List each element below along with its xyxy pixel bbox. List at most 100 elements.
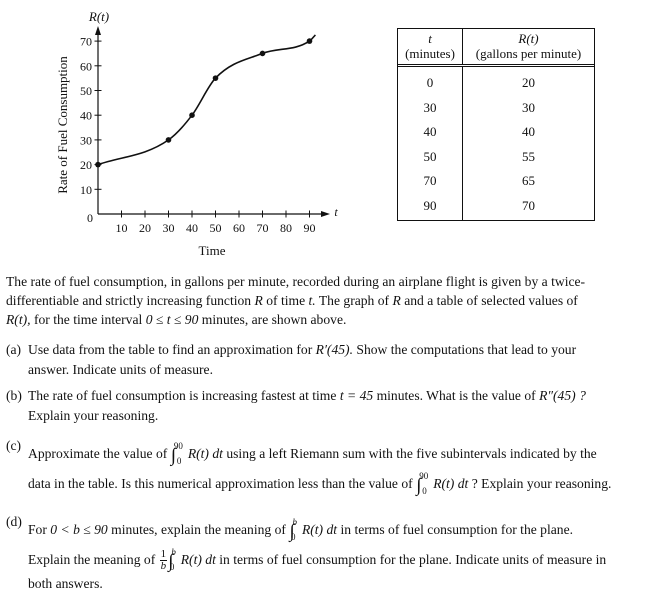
x-tick-label: 70 [257, 221, 269, 235]
intro-text: for the time interval [33, 312, 143, 327]
part-a-text: Show the computations that lead to your [356, 342, 577, 357]
intro-text: differentiable and strictly increasing f… [6, 293, 252, 308]
y-tick-label: 70 [80, 35, 92, 49]
series-line [97, 34, 316, 166]
table-cell: 50 [423, 148, 437, 164]
y-tick-label: 40 [80, 109, 92, 123]
y-tick-label: 50 [80, 84, 92, 98]
data-point [212, 75, 219, 81]
header-r-var: R(t) [518, 31, 539, 46]
intro-math: 0 ≤ t ≤ 90 [145, 312, 199, 327]
intro-text: and a table of selected values of [404, 293, 578, 308]
data-points [95, 38, 313, 168]
table-cell: 30 [423, 99, 437, 115]
data-point [259, 50, 266, 57]
intro-text: of time [266, 293, 306, 308]
y-axis-label: Rate of Fuel Consumption [55, 56, 70, 194]
integral-sign: ∫ [170, 445, 176, 466]
y-tick-label: 20 [80, 158, 92, 172]
part-a-text-2: answer. Indicate units of measure. [28, 362, 213, 377]
part-b-text: The rate of fuel consumption is increasi… [28, 388, 337, 403]
part-b-body: The rate of fuel consumption is increasi… [28, 386, 668, 426]
header-t-unit: (minutes) [405, 46, 455, 61]
integral-upper: b [171, 547, 176, 557]
part-c-text-2b: ? Explain your reasoning. [471, 476, 612, 491]
y-tick-label: 60 [80, 59, 92, 73]
part-d-text-2: Explain the meaning of [28, 552, 156, 567]
integral-lower: 0 [422, 486, 427, 496]
table-cell: 55 [522, 148, 535, 164]
y-axis-name: R(t) [88, 9, 109, 24]
part-c-label: (c) [6, 438, 22, 453]
part-b: (b) The rate of fuel consumption is incr… [6, 386, 666, 428]
intro-line-3: R(t), for the time interval 0 ≤ t ≤ 90 m… [6, 310, 666, 329]
part-d-text-3: both answers. [28, 576, 103, 591]
tick-marks [94, 40, 310, 218]
x-tick-label: 80 [280, 221, 292, 235]
x-tick-label: 20 [139, 221, 151, 235]
part-b-text-2: Explain your reasoning. [28, 408, 159, 423]
part-a-math: R′(45). [315, 342, 353, 357]
part-d: (d) For 0 < b ≤ 90 minutes, explain the … [6, 512, 666, 598]
origin-label: 0 [87, 211, 93, 225]
x-axis-label: Time [199, 243, 226, 258]
y-tick-label: 30 [80, 133, 92, 147]
intro-text: minutes, are shown above. [201, 312, 347, 327]
intro-math: R [254, 293, 263, 308]
axes [95, 26, 330, 217]
part-b-text: minutes. What is the value of [376, 388, 536, 403]
part-c-text-2: data in the table. Is this numerical app… [28, 476, 413, 491]
x-tick-label: 60 [233, 221, 245, 235]
part-d-text: in terms of fuel consumption for the pla… [340, 522, 574, 537]
x-tick-label: 30 [163, 221, 175, 235]
y-tick-label: 10 [80, 183, 92, 197]
data-table: t (minutes) R(t) (gallons per minute) 0 … [397, 28, 595, 221]
table-cell: 20 [522, 75, 535, 90]
table-cell: 0 [426, 75, 434, 90]
data-point [306, 38, 313, 44]
integrand: R(t) dt [180, 552, 216, 567]
x-tick-label: 10 [116, 221, 128, 235]
intro-paragraph: The rate of fuel consumption, in gallons… [6, 272, 666, 329]
integrand: R(t) dt [187, 446, 223, 461]
part-c: (c) Approximate the value of ∫900 R(t) d… [6, 436, 666, 496]
table-cell: 90 [423, 197, 437, 213]
part-a: (a) Use data from the table to find an a… [6, 340, 666, 382]
integral-sign: ∫ [289, 521, 295, 542]
table-body: 0 30 40 50 70 90 20 30 40 55 65 70 [398, 67, 594, 220]
part-b-math: t = 45 [339, 388, 374, 403]
header-r: R(t) (gallons per minute) [463, 29, 594, 64]
integral-upper: 90 [173, 441, 183, 451]
x-axis-name: t [334, 205, 338, 219]
table-cell: 40 [423, 124, 437, 139]
part-d-math: 0 < b ≤ 90 [50, 522, 108, 537]
intro-line-1: The rate of fuel consumption, in gallons… [6, 274, 586, 289]
r-column: 20 30 40 55 65 70 [463, 67, 594, 220]
intro-math: t. [308, 293, 316, 308]
fraction-denominator: b [160, 560, 167, 573]
table-cell: 70 [522, 197, 535, 213]
tick-labels: 10 20 30 40 50 60 70 80 90 10 20 30 40 50 60 70 [80, 35, 316, 235]
fraction-numerator: 1 [159, 548, 168, 562]
table-cell: 40 [522, 124, 535, 139]
table-cell: 30 [522, 99, 535, 115]
integral-upper: 90 [419, 471, 429, 481]
integrand: R(t) dt [301, 522, 338, 537]
part-d-text: minutes, explain the meaning of [111, 522, 286, 537]
part-c-body: Approximate the value of ∫900 R(t) dt us… [28, 436, 668, 501]
part-d-label: (d) [6, 514, 22, 529]
data-point [189, 112, 195, 118]
intro-math: R [392, 293, 401, 308]
table-cell: 65 [522, 173, 535, 188]
intro-line-2: differentiable and strictly increasing f… [6, 291, 666, 310]
part-d-text-2b: in terms of fuel consumption for the pla… [219, 552, 607, 567]
table-header: t (minutes) R(t) (gallons per minute) [398, 29, 594, 67]
integrand: R(t) dt [433, 476, 469, 491]
header-t: t (minutes) [398, 29, 463, 64]
x-axis-arrow [321, 211, 330, 217]
y-axis-arrow [95, 26, 101, 35]
fuel-rate-graph: R(t) Rate of Fuel Consumption Time t 0 1… [55, 9, 338, 258]
data-point [165, 137, 172, 143]
data-point [95, 161, 101, 168]
